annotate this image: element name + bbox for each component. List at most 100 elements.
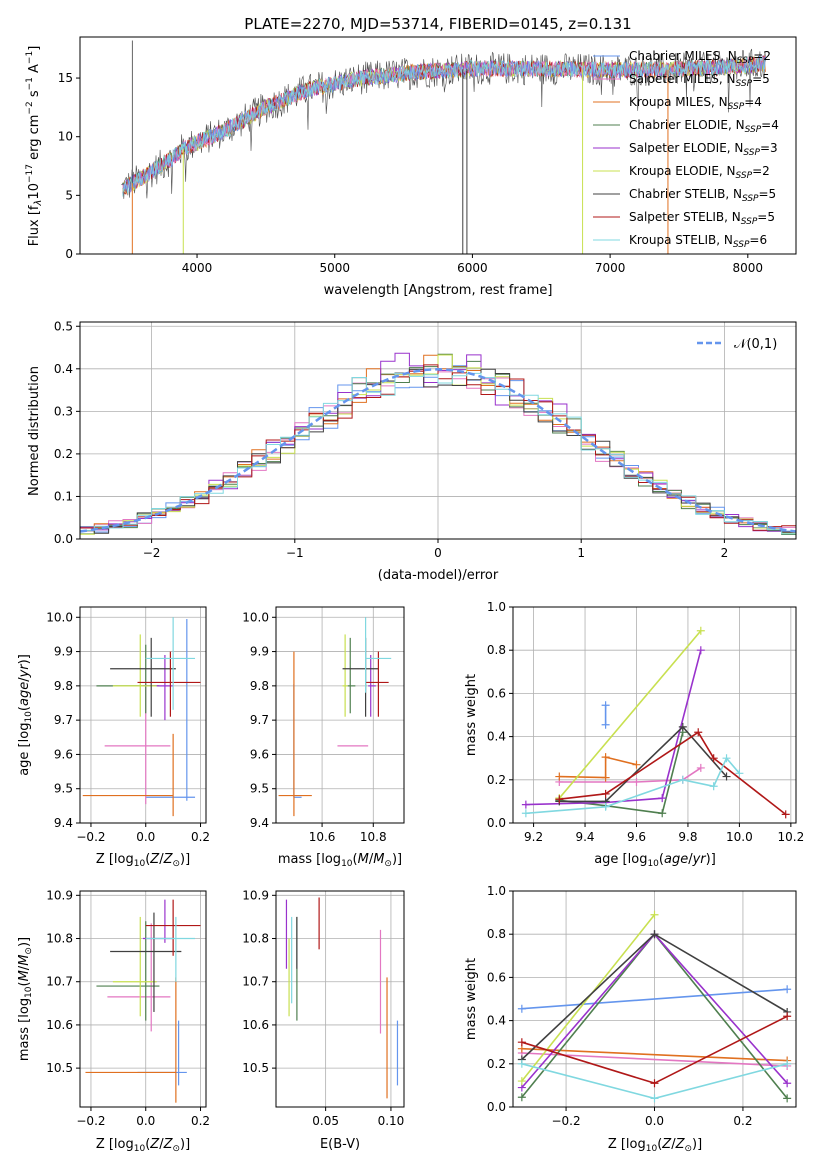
x-tick-label: 0.2 <box>191 830 210 844</box>
y-tick-label: 9.4 <box>54 816 73 830</box>
histogram-steps <box>79 352 797 539</box>
histogram-xlabel: (data-model)/error <box>378 568 499 583</box>
y-tick-label: 10.6 <box>242 1018 269 1032</box>
histogram-series-8 <box>79 372 796 539</box>
weight-marker <box>632 777 641 786</box>
y-tick-label: 0.0 <box>54 532 73 546</box>
x-tick-label: 0.0 <box>136 830 155 844</box>
weight-z-panel: −0.2 0.0 0.2 0.0 0.2 0.4 0.6 0.8 1.0 Z [log10(Z/… <box>464 884 797 1154</box>
y-tick-label: 9.5 <box>54 782 73 796</box>
weight-marker <box>601 773 610 782</box>
spectrum-xlabel: wavelength [Angstrom, rest frame] <box>324 283 553 298</box>
weight-marker <box>517 1038 526 1047</box>
spectrum-panel: 4000 5000 6000 7000 8000 0 5 10 15 wavelength [A… <box>25 36 797 298</box>
legend-label: Salpeter STELIB, NSSP=5 <box>629 210 775 227</box>
x-tick-label: 0.0 <box>136 1114 155 1128</box>
weight-marker <box>601 753 610 762</box>
y-tick-label: 0.2 <box>54 447 73 461</box>
histogram-legend: 𝒩(0,1) <box>697 337 777 352</box>
age-mass-panel: 10.6 10.8 9.4 9.5 9.6 9.7 9.8 9.9 10.0 mass [log… <box>242 606 405 869</box>
x-tick-label: 6000 <box>457 261 488 275</box>
legend-label: Salpeter ELODIE, NSSP=3 <box>629 141 778 158</box>
y-tick-label: 9.8 <box>250 679 269 693</box>
spectrum-lines <box>121 40 766 254</box>
x-tick-label: 9.2 <box>524 830 543 844</box>
mass-z-panel: −0.2 0.0 0.2 10.5 10.6 10.7 10.8 10.9 Z [log10(… <box>17 888 210 1154</box>
age-z-xlabel: Z [log10(Z/Z⊙)] <box>96 852 190 869</box>
weight-age-xlabel: age [log10(age/yr)] <box>594 852 716 869</box>
x-tick-label: 10.6 <box>309 830 336 844</box>
y-tick-label: 10.8 <box>46 932 73 946</box>
weight-marker <box>601 720 610 729</box>
histogram-ylabel: Normed distribution <box>27 366 42 496</box>
x-tick-label: 1 <box>577 546 585 560</box>
x-tick-label: 10.2 <box>777 830 804 844</box>
spectrum-legend: Chabrier MILES, NSSP=2 Salpeter MILES, NS… <box>593 49 779 250</box>
weight-marker <box>517 1059 526 1068</box>
weight-line-0 <box>521 988 788 1010</box>
weight-marker <box>650 1079 659 1088</box>
weight-marker <box>658 809 667 818</box>
weight-marker <box>709 782 718 791</box>
age-mass-xlabel: mass [log10(M/M⊙)] <box>278 852 402 869</box>
figure-title: PLATE=2270, MJD=53714, FIBERID=0145, z=0… <box>244 15 631 33</box>
x-tick-label: −0.2 <box>551 1114 580 1128</box>
x-tick-label: 0.2 <box>733 1114 752 1128</box>
weight-marker <box>783 1012 792 1021</box>
weight-marker <box>722 754 731 763</box>
spectrum-ylabel: Flux [fλ10−17 erg cm−2 s−1 A−1] <box>25 46 44 247</box>
y-tick-label: 10.5 <box>46 1061 73 1075</box>
histogram-panel: −2 −1 0 1 2 0.0 0.1 0.2 0.3 0.4 0.5 (data-model)/e… <box>27 319 797 583</box>
y-tick-label: 10.5 <box>242 1061 269 1075</box>
normal-legend-label: 𝒩(0,1) <box>734 337 777 352</box>
y-tick-label: 0.0 <box>487 816 506 830</box>
x-tick-label: 0.05 <box>312 1114 339 1128</box>
x-tick-label: −2 <box>143 546 161 560</box>
weight-marker <box>694 728 703 737</box>
weight-marker <box>781 810 790 819</box>
weight-marker <box>555 772 564 781</box>
weight-marker <box>722 772 731 781</box>
weight-marker <box>601 802 610 811</box>
weight-marker <box>517 1077 526 1086</box>
weight-z-xlabel: Z [log10(Z/Z⊙)] <box>608 1137 702 1154</box>
y-tick-label: 0.4 <box>487 1014 506 1028</box>
y-tick-label: 9.9 <box>250 645 269 659</box>
y-tick-label: 1.0 <box>487 884 506 898</box>
y-tick-label: 10.9 <box>46 888 73 902</box>
weight-line-1 <box>559 767 702 783</box>
y-tick-label: 5 <box>65 188 73 202</box>
y-tick-label: 0.8 <box>487 927 506 941</box>
x-tick-label: −0.2 <box>76 830 105 844</box>
x-tick-label: 9.4 <box>575 830 594 844</box>
spectrum-line-0 <box>122 55 766 195</box>
y-tick-label: 9.9 <box>54 645 73 659</box>
weight-marker <box>650 930 659 939</box>
legend-label: Chabrier STELIB, NSSP=5 <box>629 187 776 204</box>
weight-age-ylabel: mass weight <box>464 674 479 756</box>
weight-line-4 <box>525 649 702 806</box>
y-tick-label: 9.5 <box>250 782 269 796</box>
y-tick-label: 0.6 <box>487 970 506 984</box>
y-tick-label: 9.6 <box>54 747 73 761</box>
weight-marker <box>601 701 610 710</box>
y-tick-label: 10.9 <box>242 888 269 902</box>
weight-marker <box>650 1094 659 1103</box>
legend-label: Chabrier ELODIE, NSSP=4 <box>629 118 779 135</box>
weight-marker <box>601 789 610 798</box>
legend-label: Kroupa MILES, NSSP=4 <box>629 95 762 112</box>
x-tick-label: 4000 <box>182 261 213 275</box>
weight-z-ylabel: mass weight <box>464 958 479 1040</box>
weight-marker <box>696 763 705 772</box>
x-tick-label: 0 <box>434 546 442 560</box>
y-tick-label: 9.7 <box>250 713 269 727</box>
x-tick-label: 0.0 <box>645 1114 664 1128</box>
x-tick-label: 0.10 <box>378 1114 405 1128</box>
weight-marker <box>709 754 718 763</box>
y-tick-label: 1.0 <box>487 600 506 614</box>
spectrum-line-8 <box>122 56 766 197</box>
mass-ebv-xlabel: E(B-V) <box>320 1137 360 1152</box>
y-tick-label: 0 <box>65 247 73 261</box>
mass-z-xlabel: Z [log10(Z/Z⊙)] <box>96 1137 190 1154</box>
weight-marker <box>678 722 687 731</box>
